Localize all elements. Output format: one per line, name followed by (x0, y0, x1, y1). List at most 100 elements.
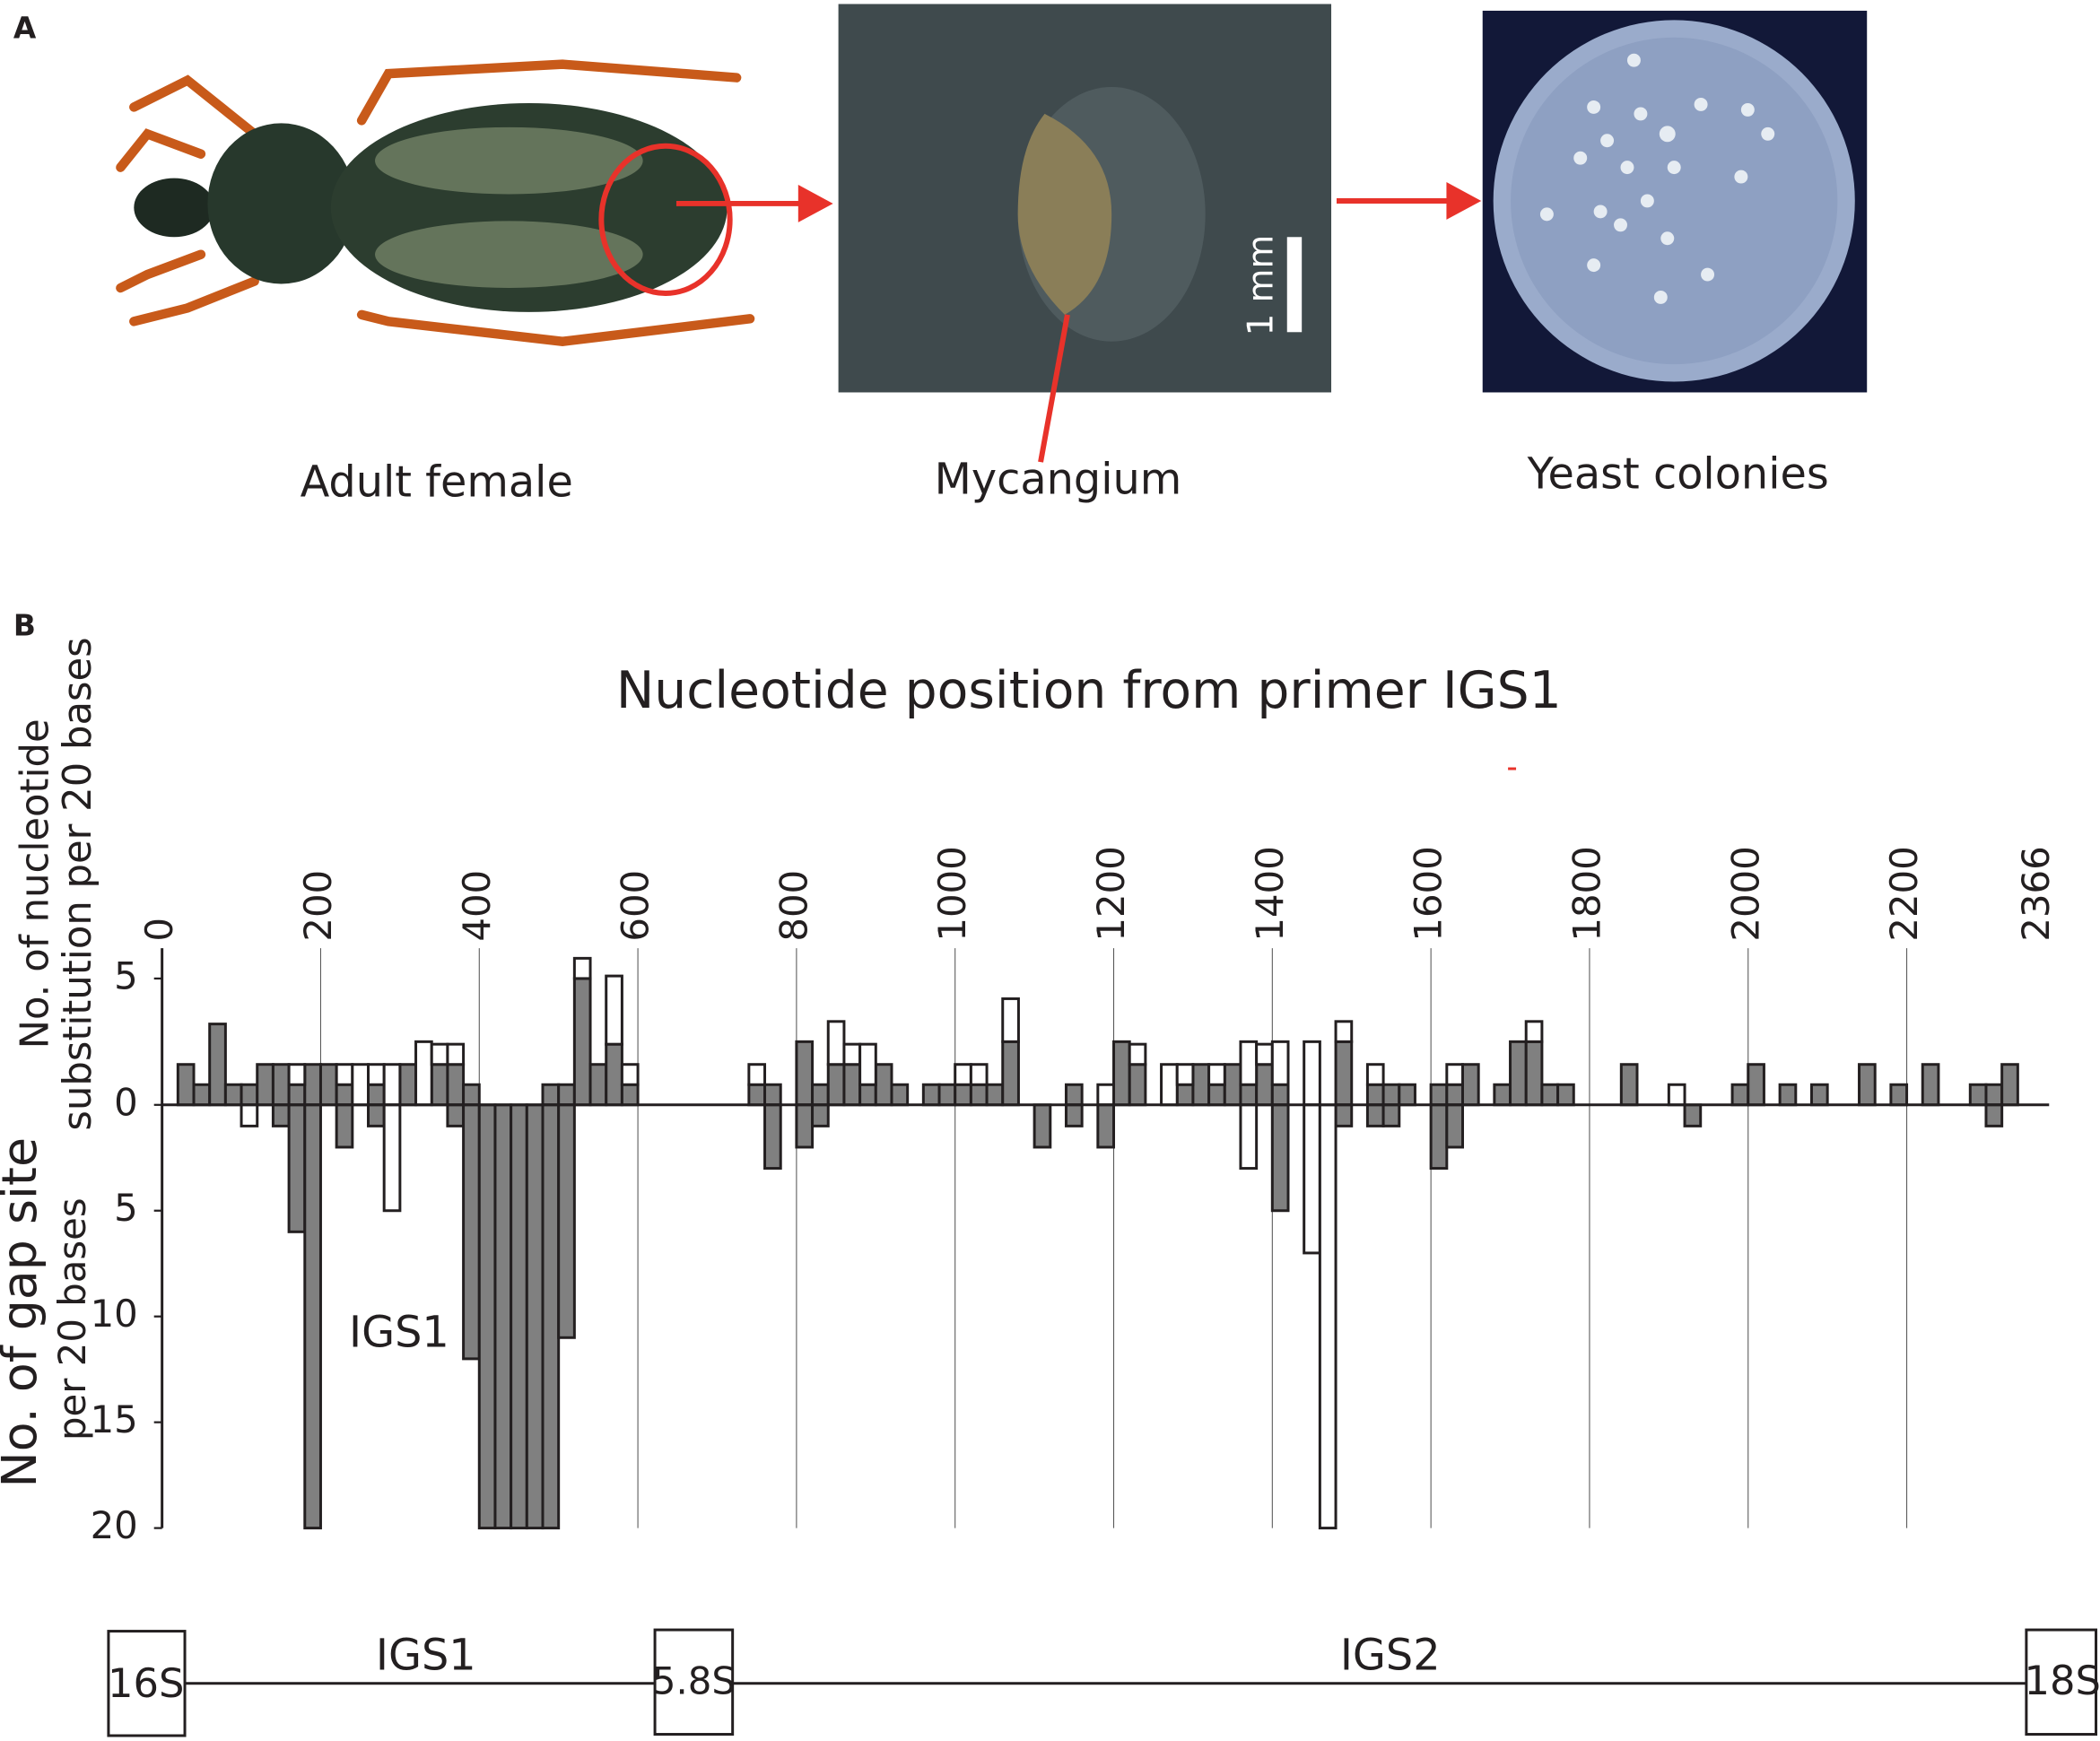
bar (1809, 1083, 1829, 1107)
bar (1445, 1063, 1464, 1086)
bar (1445, 1083, 1464, 1107)
bar (287, 1063, 307, 1086)
bar (921, 1083, 941, 1107)
bar (1334, 1103, 1354, 1127)
bar (271, 1103, 291, 1127)
bar (1112, 1040, 1131, 1107)
gene-box-label: 16S (108, 1659, 184, 1707)
gene-box-label: 5.8S (652, 1658, 736, 1702)
bar (1429, 1083, 1449, 1107)
bar (541, 1083, 561, 1107)
y2-tick-label: 5 (114, 1186, 138, 1230)
bar (318, 1063, 338, 1107)
bar (287, 1103, 307, 1233)
bar (826, 1063, 846, 1107)
bar (541, 1103, 561, 1530)
bar (1365, 1103, 1385, 1127)
bar (1207, 1083, 1226, 1107)
x-tick-label: 1600 (1407, 846, 1451, 941)
bar (1270, 1103, 1290, 1213)
mycangium-photo: 1 mm (838, 4, 1332, 463)
bar (1175, 1083, 1195, 1107)
bar (858, 1042, 877, 1086)
bar (430, 1063, 449, 1107)
bar (1556, 1083, 1575, 1107)
x-tick-label: 2366 (2014, 846, 2058, 941)
bar (303, 1063, 322, 1107)
bar (335, 1103, 354, 1149)
caption: Yeast colonies (1527, 450, 1829, 500)
bar (367, 1103, 386, 1127)
bar (462, 1103, 481, 1361)
bar (1683, 1103, 1703, 1127)
x-tick-label: 2200 (1882, 846, 1926, 941)
bar (367, 1083, 386, 1107)
y-axis-label: substitution per 20 bases (56, 637, 100, 1130)
bar (1524, 1020, 1544, 1043)
bar (287, 1083, 307, 1107)
bar (1064, 1103, 1084, 1127)
bar (985, 1083, 1005, 1107)
bar (2000, 1063, 2019, 1107)
scale-bar-label: 1 mm (1241, 235, 1281, 336)
bar (1429, 1103, 1449, 1171)
bar (842, 1042, 862, 1066)
bar (510, 1103, 528, 1530)
bar (1334, 1040, 1354, 1107)
y-axis-label: No. of nucleotide (13, 718, 57, 1049)
gene-map (107, 1628, 2098, 1737)
region-label: IGS1 (376, 1631, 476, 1680)
bar (1303, 1103, 1321, 1255)
bar (1334, 1020, 1354, 1043)
bar (1445, 1103, 1464, 1149)
bar (811, 1103, 830, 1127)
bar (1968, 1083, 1988, 1107)
bar (858, 1083, 877, 1107)
bar (1270, 1040, 1290, 1086)
bar (240, 1103, 259, 1127)
bar (367, 1063, 386, 1086)
bar (842, 1063, 862, 1107)
gene-box-label: 18S (2024, 1657, 2100, 1704)
x-tick-label: 200 (296, 870, 340, 942)
bar (954, 1063, 972, 1086)
bar (763, 1103, 782, 1171)
bar (1255, 1063, 1274, 1107)
bar (271, 1063, 291, 1107)
bar (493, 1103, 513, 1530)
bar (462, 1083, 481, 1107)
bar (1778, 1083, 1798, 1107)
bar (1303, 1040, 1321, 1107)
bar (557, 1103, 576, 1339)
plot: 0 200 400 600 800 1000 1200 1400 1600 1800 2000 220… (91, 846, 2058, 1547)
bar (1667, 1083, 1686, 1107)
bar (937, 1083, 957, 1107)
bar (335, 1063, 354, 1086)
bar (795, 1103, 815, 1149)
bar (1365, 1063, 1385, 1086)
bar (1398, 1083, 1416, 1107)
caption: Mycangium (935, 456, 1182, 505)
panel-label: B (13, 608, 36, 642)
bar (620, 1063, 640, 1086)
bar (1493, 1083, 1512, 1107)
bar (1381, 1083, 1401, 1107)
bar (1207, 1063, 1226, 1086)
bar (874, 1063, 893, 1107)
bar (1889, 1083, 1909, 1107)
x-tick-label: 1200 (1089, 846, 1133, 941)
bar (223, 1083, 243, 1107)
bar (303, 1103, 322, 1530)
bar (525, 1103, 545, 1530)
y2-axis-label: No. of gap site (0, 1137, 48, 1487)
bar (1858, 1063, 1877, 1107)
bar (446, 1103, 466, 1127)
bar (446, 1042, 466, 1066)
bar (572, 977, 592, 1107)
bar (1001, 1040, 1020, 1107)
bar (1619, 1063, 1639, 1107)
x-tick-label: 0 (137, 918, 181, 942)
bar (1270, 1083, 1290, 1107)
caption: Adult female (301, 457, 573, 507)
